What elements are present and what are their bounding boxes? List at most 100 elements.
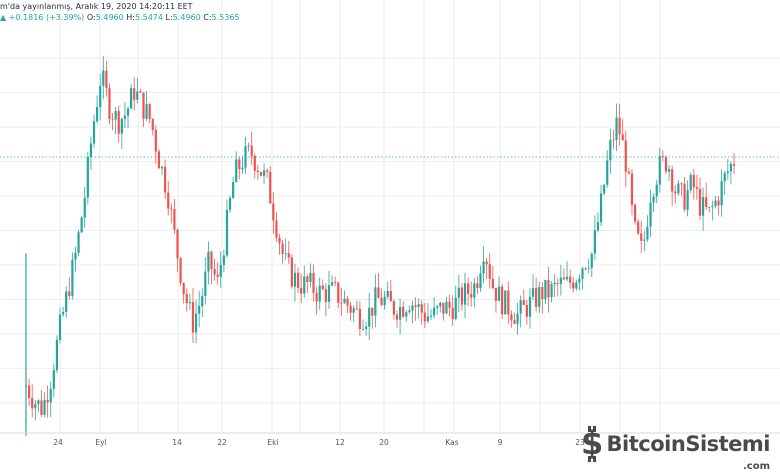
candle-body <box>133 88 136 100</box>
candle-body <box>77 232 80 253</box>
candle-body <box>114 111 117 120</box>
candle-body <box>686 190 689 210</box>
open-value: 5.4960 <box>95 13 124 22</box>
x-axis: 24 Eyl 14 22 Eki 12 20 Kas 9 23 <box>0 432 780 447</box>
candle-body <box>361 328 365 330</box>
chart-header: m'da yayınlanmış, Aralık 19, 2020 14:20:… <box>0 0 780 26</box>
close-value: 5.5365 <box>211 13 240 22</box>
candle-body <box>599 193 603 223</box>
candle-body <box>411 305 414 311</box>
candle-body <box>126 108 130 116</box>
candle-body <box>37 400 40 405</box>
candle-body <box>488 264 491 279</box>
candle-body <box>386 291 389 297</box>
candle-body <box>374 287 377 316</box>
candle-body <box>513 320 516 324</box>
candle-body <box>55 339 59 371</box>
candle-body <box>649 202 652 227</box>
candle-body <box>615 117 618 140</box>
candle-body <box>164 167 167 193</box>
candle-body <box>210 251 213 270</box>
candle-body <box>519 300 522 314</box>
candle-body <box>408 310 411 313</box>
candle-body <box>705 197 708 208</box>
candle-body <box>528 296 532 317</box>
candle-body <box>300 287 303 294</box>
candle-body <box>49 388 52 403</box>
candle-body <box>497 286 501 301</box>
x-tick-label: Eyl <box>95 438 106 447</box>
open-label: O: <box>86 13 96 22</box>
x-tick-label: 20 <box>379 438 389 447</box>
candle-body <box>321 285 324 290</box>
candle-body <box>479 273 482 289</box>
candle-body <box>624 140 627 172</box>
candle-body <box>281 243 284 254</box>
candle-body <box>343 298 346 304</box>
candle-body <box>284 253 287 255</box>
candle-body <box>247 145 250 147</box>
candle-body <box>232 181 235 199</box>
candle-body <box>689 174 692 191</box>
candle-body <box>256 170 259 173</box>
publish-info: m'da yayınlanmış, Aralık 19, 2020 14:20:… <box>0 2 193 11</box>
candle-body <box>266 170 269 172</box>
high-value: 5.5474 <box>134 13 163 22</box>
candle-body <box>52 370 55 389</box>
candle-body <box>262 170 266 176</box>
x-tick-label: 22 <box>217 438 227 447</box>
candle-body <box>476 283 479 289</box>
candle-body <box>593 230 596 254</box>
candle-body <box>556 282 559 284</box>
candle-body <box>309 272 312 283</box>
candle-body <box>507 290 510 315</box>
candle-body <box>470 293 473 298</box>
candle-body <box>99 85 102 107</box>
candle-body <box>544 279 547 300</box>
candle-body <box>80 217 83 233</box>
candle-body <box>726 171 729 174</box>
candle-body <box>142 92 145 119</box>
candle-body <box>633 204 637 222</box>
candle-body <box>334 282 337 284</box>
candle-body <box>213 269 216 275</box>
candle-body <box>86 156 89 198</box>
candle-body <box>31 398 34 409</box>
candle-body <box>337 282 340 303</box>
candle-body <box>637 221 640 234</box>
ohlc-readout: ▲ +0.1816 (+3.39%) O:5.4960 H:5.5474 L:5… <box>0 13 240 22</box>
candle-body <box>695 187 698 189</box>
candle-body <box>123 115 127 119</box>
candle-body <box>531 288 535 297</box>
candle-body <box>562 277 566 280</box>
price-change: +0.1816 (+3.39%) <box>8 13 85 22</box>
candle-body <box>371 307 374 316</box>
x-tick-label: 23 <box>575 438 585 447</box>
candle-body <box>510 314 513 321</box>
candle-body <box>173 208 176 230</box>
candle-body <box>290 257 293 287</box>
candle-body <box>701 197 705 216</box>
candle-body <box>442 302 445 314</box>
candle-body <box>454 297 457 320</box>
grid <box>0 0 780 432</box>
logo-suffix: .com <box>742 461 770 472</box>
candle-body <box>368 307 371 327</box>
candle-body <box>655 184 658 197</box>
candle-body <box>677 183 680 194</box>
candle-body <box>504 290 507 315</box>
candle-body <box>327 285 331 302</box>
candle-body <box>547 279 550 298</box>
candle-body <box>395 314 399 320</box>
candle-body <box>83 197 86 218</box>
candle-body <box>176 229 179 259</box>
candle-body <box>584 268 587 270</box>
candle-body <box>377 287 380 299</box>
candle-body <box>732 164 736 166</box>
candle-body <box>596 222 600 231</box>
candle-body <box>120 118 123 134</box>
candle-body <box>392 301 396 315</box>
candle-body <box>463 283 467 305</box>
